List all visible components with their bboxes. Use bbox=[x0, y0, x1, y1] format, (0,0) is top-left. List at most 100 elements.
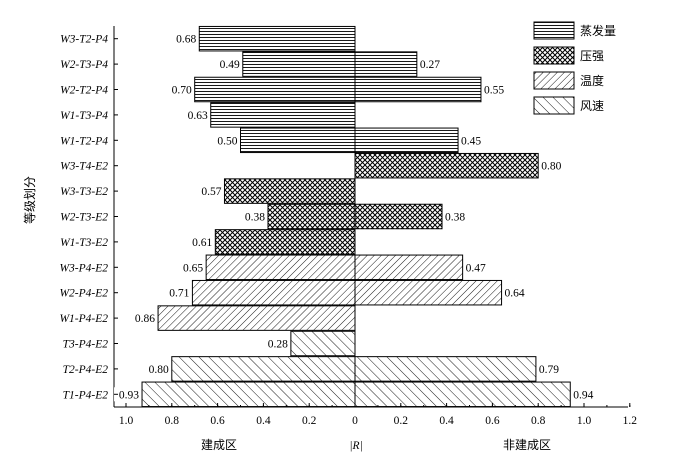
bar-right bbox=[354, 279, 503, 306]
legend-label-temp: 温度 bbox=[580, 73, 604, 88]
bar-right bbox=[354, 51, 418, 77]
value-label-right: 0.47 bbox=[466, 262, 486, 274]
value-label-left: 0.68 bbox=[176, 34, 196, 46]
bar-left bbox=[214, 229, 356, 255]
bar-left bbox=[205, 254, 356, 281]
value-label-bg bbox=[187, 234, 213, 249]
category-label: W2-T2-P4 bbox=[60, 85, 108, 97]
x-tick-label: 0.4 bbox=[439, 415, 454, 427]
category-label: W1-P4-E2 bbox=[59, 313, 108, 325]
y-axis-title: 等级划分 bbox=[23, 176, 37, 224]
category-label: T3-P4-E2 bbox=[63, 339, 109, 351]
x-tick-label: 0.8 bbox=[165, 415, 180, 427]
value-label-right: 0.80 bbox=[541, 161, 561, 173]
category-label: W2-P4-E2 bbox=[59, 288, 108, 300]
value-label-bg bbox=[143, 361, 169, 376]
value-label-left: 0.80 bbox=[149, 364, 169, 376]
category-labels-group: W3-T2-P4 W2-T3-P4 W2-T2-P4 W1-T3-P4 W1-T2-P4… bbox=[59, 34, 118, 401]
value-labels-group: 0.68 0.49 0.27 0.70 0.55 0.63 0.50 0.45 0.80 0.57… bbox=[114, 31, 594, 402]
x-tick-label: 0.6 bbox=[485, 415, 500, 427]
category-label: W1-T2-P4 bbox=[60, 135, 108, 147]
value-label-left: 0.86 bbox=[135, 313, 155, 325]
value-label-bg bbox=[196, 184, 222, 199]
x-axis-title-center: |R| bbox=[349, 440, 362, 452]
x-tick-label: 1.0 bbox=[577, 415, 592, 427]
value-label-right: 0.38 bbox=[445, 212, 465, 224]
category-label: W3-T3-E2 bbox=[60, 186, 108, 198]
value-label-left: 0.57 bbox=[201, 186, 221, 198]
value-label-left: 0.71 bbox=[169, 288, 189, 300]
legend-label-wind: 风速 bbox=[580, 99, 604, 113]
bar-left bbox=[210, 102, 356, 128]
x-axis-title-left: 建成区 bbox=[201, 438, 237, 452]
bar-left bbox=[157, 305, 356, 331]
legend-swatch-temp bbox=[533, 71, 575, 90]
bar-left bbox=[191, 279, 356, 306]
bar-left bbox=[290, 330, 356, 357]
x-tick-label: 0.2 bbox=[302, 415, 317, 427]
value-label-bg bbox=[239, 209, 265, 224]
x-tick-label: 1.0 bbox=[119, 415, 134, 427]
x-tick-label: 0.4 bbox=[256, 415, 271, 427]
bar-left bbox=[223, 178, 356, 204]
value-label-left: 0.65 bbox=[183, 262, 203, 274]
value-label-left: 0.50 bbox=[217, 135, 237, 147]
legend-swatch-wind bbox=[533, 96, 575, 115]
category-label: W2-T3-E2 bbox=[60, 212, 108, 224]
value-label-left: 0.49 bbox=[220, 59, 240, 71]
bar-right bbox=[354, 203, 443, 230]
legend-swatch-evap bbox=[533, 21, 575, 40]
value-label-bg bbox=[262, 336, 288, 351]
value-label-bg bbox=[212, 133, 238, 148]
bar-left bbox=[171, 356, 356, 382]
category-label: W1-T3-E2 bbox=[60, 237, 108, 249]
value-label-left: 0.70 bbox=[172, 85, 192, 97]
bar-right bbox=[354, 254, 464, 281]
category-label: W2-T3-P4 bbox=[60, 59, 108, 71]
value-label-bg bbox=[178, 260, 204, 275]
category-label: W3-T2-P4 bbox=[60, 34, 108, 46]
category-label: W3-P4-E2 bbox=[59, 262, 108, 274]
value-label-left: 0.93 bbox=[119, 389, 139, 401]
value-label-bg bbox=[164, 285, 190, 300]
legend-swatch-pressure bbox=[533, 46, 575, 65]
x-tick-label: 0.8 bbox=[531, 415, 546, 427]
bar-right bbox=[354, 356, 537, 382]
value-label-right: 0.64 bbox=[505, 288, 525, 300]
legend-label-evap: 蒸发量 bbox=[580, 23, 616, 38]
value-label-bg bbox=[114, 387, 140, 402]
legend-label-pressure: 压强 bbox=[580, 49, 604, 63]
bar-right bbox=[354, 127, 459, 154]
x-ticks-group: 1.0 0.8 0.6 0.4 0.2 0 0.2 0.4 0.6 0.8 1.0 1.2 bbox=[119, 403, 637, 427]
value-label-left: 0.28 bbox=[268, 339, 288, 351]
value-label-right: 0.79 bbox=[539, 364, 559, 376]
value-label-bg bbox=[171, 31, 197, 46]
category-label: T2-P4-E2 bbox=[63, 364, 109, 376]
bar-right bbox=[354, 381, 571, 408]
value-label-right: 0.27 bbox=[420, 59, 440, 71]
value-label-bg bbox=[182, 107, 208, 122]
x-tick-label: 0.2 bbox=[394, 415, 409, 427]
x-tick-label: 0.6 bbox=[210, 415, 225, 427]
bar-right bbox=[354, 76, 482, 103]
value-label-left: 0.61 bbox=[192, 237, 212, 249]
category-label: T1-P4-E2 bbox=[63, 389, 109, 401]
bar-left bbox=[198, 25, 356, 52]
value-label-bg bbox=[166, 82, 192, 97]
x-axis-title-right: 非建成区 bbox=[503, 438, 551, 452]
bar-left bbox=[242, 51, 356, 77]
bars-group bbox=[141, 25, 571, 408]
value-label-bg bbox=[214, 57, 240, 72]
value-label-left: 0.63 bbox=[188, 110, 208, 122]
bar-left bbox=[267, 203, 356, 230]
bar-left bbox=[194, 76, 356, 103]
bar-left bbox=[141, 381, 356, 408]
bar-right bbox=[354, 152, 539, 179]
x-tick-label: 1.2 bbox=[623, 415, 638, 427]
value-label-right: 0.55 bbox=[484, 85, 504, 97]
category-label: W1-T3-P4 bbox=[60, 110, 108, 122]
value-label-bg bbox=[130, 311, 156, 326]
bar-left bbox=[240, 127, 356, 154]
